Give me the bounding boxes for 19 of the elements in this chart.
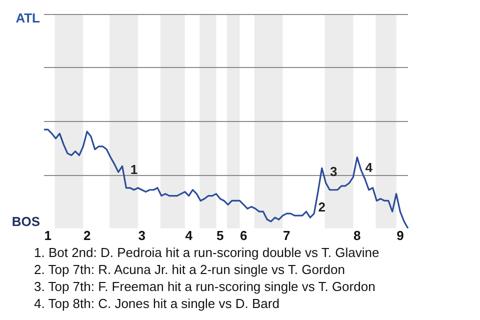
text: BOS [12, 214, 40, 229]
x-tick-label: 5 [216, 228, 224, 243]
annotation: 2 [318, 200, 326, 215]
text: 4. Top 8th: C. Jones hit a single vs D. Bard [34, 295, 280, 312]
annotation: 3 [330, 164, 338, 180]
x-tick-label: 3 [138, 228, 146, 243]
text: ATL [16, 10, 40, 26]
text: 2. Top 7th: R. Acuna Jr. hit a 2-run single vs T. Gordon [34, 261, 346, 278]
text: 1. Bot 2nd: D. Pedroia hit a run-scoring double vs T. Glavine [34, 244, 380, 261]
x-tick-label: 9 [396, 228, 404, 243]
annotation: 4 [365, 160, 374, 175]
x-tick-label: 6 [240, 228, 248, 243]
x-tick-label: 1 [44, 228, 52, 243]
x-tick-label: 8 [354, 228, 361, 243]
x-tick-label: 4 [185, 228, 194, 243]
text: 3. Top 7th: F. Freeman hit a run-scoring single vs T. Gordon [34, 278, 376, 295]
x-tick-label: 7 [283, 228, 290, 243]
x-tick-label: 2 [83, 228, 91, 243]
annotation: 1 [130, 162, 138, 178]
